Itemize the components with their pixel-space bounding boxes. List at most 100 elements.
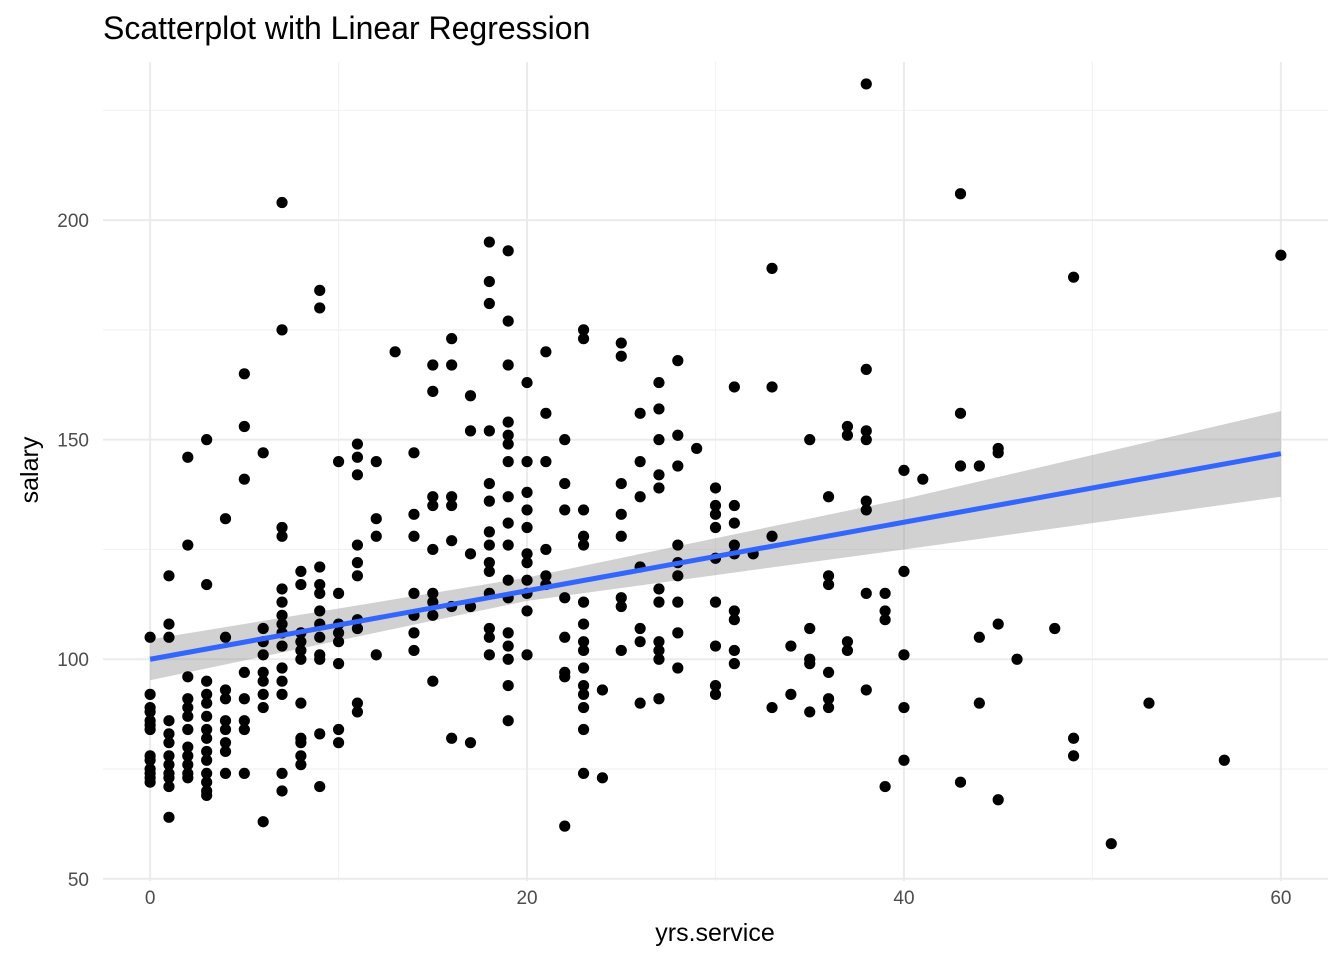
data-point bbox=[408, 447, 420, 459]
data-point bbox=[370, 649, 382, 661]
data-point bbox=[502, 456, 514, 468]
data-point bbox=[502, 653, 514, 665]
data-point bbox=[804, 658, 816, 670]
data-point bbox=[822, 578, 835, 591]
data-point bbox=[898, 649, 910, 661]
data-point bbox=[653, 644, 665, 657]
data-point bbox=[295, 653, 307, 665]
data-point bbox=[201, 754, 213, 766]
data-point bbox=[163, 780, 175, 793]
data-point bbox=[144, 754, 156, 766]
data-point bbox=[483, 539, 495, 551]
data-point bbox=[634, 636, 646, 648]
data-point bbox=[257, 675, 269, 687]
data-point bbox=[163, 737, 175, 749]
data-point bbox=[427, 675, 439, 687]
data-point bbox=[691, 442, 703, 455]
data-point bbox=[822, 666, 835, 679]
data-point bbox=[973, 460, 985, 472]
data-point bbox=[1049, 622, 1061, 635]
data-point bbox=[502, 416, 514, 428]
data-point bbox=[201, 732, 213, 744]
data-point bbox=[314, 561, 326, 573]
data-point bbox=[615, 508, 627, 520]
data-point bbox=[559, 504, 571, 516]
data-point bbox=[238, 693, 250, 705]
data-point bbox=[276, 662, 288, 674]
data-point bbox=[276, 583, 288, 595]
data-point bbox=[314, 631, 326, 643]
data-point bbox=[332, 737, 345, 749]
data-point bbox=[766, 381, 778, 393]
data-point bbox=[521, 548, 533, 560]
data-point bbox=[577, 530, 590, 542]
data-point bbox=[709, 640, 722, 652]
data-point bbox=[917, 473, 929, 485]
data-point bbox=[785, 688, 797, 700]
data-point bbox=[653, 653, 665, 665]
data-point bbox=[276, 596, 288, 608]
data-point bbox=[709, 499, 722, 512]
data-point bbox=[709, 596, 722, 608]
data-point bbox=[182, 723, 194, 736]
data-point bbox=[238, 723, 250, 736]
x-tick-label: 60 bbox=[1270, 888, 1291, 909]
data-point bbox=[577, 662, 590, 674]
data-point bbox=[276, 324, 288, 336]
data-point bbox=[238, 473, 250, 485]
data-point bbox=[238, 767, 250, 780]
data-point bbox=[257, 622, 269, 635]
data-point bbox=[163, 759, 175, 771]
data-point bbox=[709, 688, 722, 700]
data-point bbox=[201, 789, 213, 801]
data-point bbox=[559, 671, 571, 683]
data-point bbox=[182, 671, 194, 683]
data-point bbox=[182, 451, 194, 463]
data-point bbox=[841, 420, 854, 433]
data-point bbox=[898, 565, 910, 578]
data-point bbox=[144, 723, 156, 736]
data-point bbox=[954, 188, 967, 200]
data-point bbox=[201, 688, 213, 700]
data-point bbox=[860, 425, 872, 437]
x-tick-label: 20 bbox=[516, 888, 537, 909]
data-point bbox=[672, 662, 684, 674]
data-point bbox=[144, 631, 156, 643]
data-point bbox=[276, 609, 288, 621]
data-point bbox=[483, 297, 495, 310]
data-point bbox=[1067, 271, 1080, 283]
data-point bbox=[653, 596, 665, 608]
y-tick-label: 50 bbox=[68, 870, 89, 891]
data-point bbox=[201, 767, 213, 780]
data-point bbox=[163, 772, 175, 784]
data-point bbox=[615, 477, 627, 490]
data-point bbox=[577, 539, 590, 551]
data-point bbox=[596, 772, 609, 784]
data-point bbox=[408, 587, 420, 599]
data-point bbox=[653, 482, 665, 494]
data-point bbox=[351, 622, 364, 635]
data-point bbox=[992, 794, 1004, 806]
data-point bbox=[332, 723, 345, 736]
data-point bbox=[653, 403, 665, 415]
data-point bbox=[615, 337, 627, 349]
data-point bbox=[276, 521, 288, 534]
data-point bbox=[577, 723, 590, 736]
data-point bbox=[314, 653, 326, 665]
data-point bbox=[502, 429, 514, 441]
data-point bbox=[672, 596, 684, 608]
y-tick-label: 100 bbox=[57, 650, 89, 671]
data-point bbox=[295, 578, 307, 591]
data-point bbox=[201, 434, 213, 446]
data-point bbox=[502, 491, 514, 503]
data-point bbox=[502, 574, 514, 586]
data-point bbox=[521, 486, 533, 498]
data-point bbox=[295, 565, 307, 578]
data-point bbox=[201, 723, 213, 736]
data-point bbox=[540, 543, 552, 556]
data-point bbox=[351, 557, 364, 569]
data-point bbox=[144, 706, 156, 718]
data-point bbox=[182, 750, 194, 762]
data-point bbox=[672, 355, 684, 367]
data-point bbox=[502, 679, 514, 692]
